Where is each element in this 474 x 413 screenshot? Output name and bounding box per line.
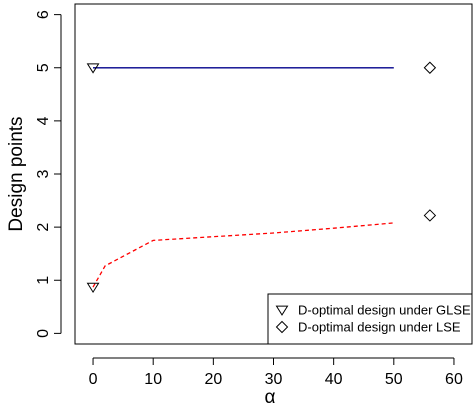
x-tick-label: 30	[265, 371, 283, 388]
plot-area-box	[74, 3, 473, 345]
diamond-point	[423, 61, 437, 74]
x-tick-label: 0	[89, 371, 98, 388]
y-tick-label: 5	[35, 63, 52, 72]
legend-symbol-2	[275, 320, 289, 334]
legend-label-1: D-optimal design under GLSE	[298, 303, 471, 318]
x-axis-title: α	[265, 387, 276, 408]
legend-box	[267, 293, 473, 345]
x-tick-label: 40	[325, 371, 343, 388]
y-tick-label: 1	[35, 276, 52, 285]
x-tick-label: 10	[144, 371, 162, 388]
x-tick-label: 50	[385, 371, 403, 388]
y-tick-label: 2	[35, 223, 52, 232]
x-tick-label: 20	[204, 371, 222, 388]
y-axis-title: Design points	[6, 116, 27, 231]
x-axis: 0 10 20 30 40 50 60	[89, 357, 463, 388]
series-layer	[92, 67, 394, 288]
y-tick-label: 3	[35, 169, 52, 178]
legend: D-optimal design under GLSE D-optimal des…	[267, 293, 473, 345]
marker-layer	[86, 61, 437, 294]
series-line-2	[92, 222, 394, 288]
y-tick-label: 6	[35, 10, 52, 19]
legend-items: D-optimal design under GLSE D-optimal des…	[275, 303, 471, 335]
legend-symbol-1	[275, 305, 289, 316]
triangle-point	[86, 63, 100, 74]
triangle-point	[86, 282, 100, 294]
y-tick-label: 0	[35, 329, 52, 338]
diamond-point	[423, 209, 437, 222]
x-tick-label: 60	[445, 371, 463, 388]
y-tick-label: 4	[35, 116, 52, 125]
y-axis: 0 1 2 3 4 5 6	[35, 10, 62, 338]
legend-label-2: D-optimal design under LSE	[298, 320, 461, 335]
